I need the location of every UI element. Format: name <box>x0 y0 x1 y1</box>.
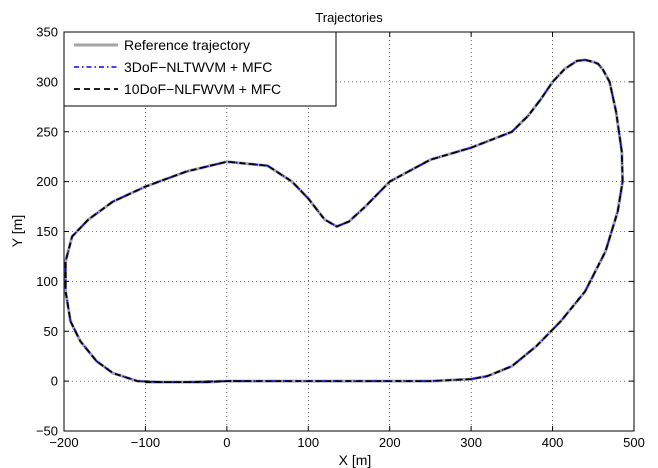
y-tick-label: 300 <box>36 74 58 89</box>
legend-label-1: Reference trajectory <box>124 37 250 53</box>
x-tick-label: 400 <box>542 435 564 450</box>
x-tick-label: −100 <box>131 435 160 450</box>
legend-label-2: 3DoF−NLTWVM + MFC <box>124 59 272 75</box>
x-axis-label: X [m] <box>339 452 372 468</box>
y-tick-label: 0 <box>51 374 58 389</box>
y-axis-label: Y [m] <box>9 215 25 247</box>
y-tick-label: 350 <box>36 25 58 40</box>
x-tick-label: 0 <box>223 435 230 450</box>
y-tick-label: 50 <box>44 324 58 339</box>
plot-series <box>64 58 625 384</box>
y-tick-label: 250 <box>36 124 58 139</box>
series-line-1 <box>64 58 625 384</box>
y-tick-label: 150 <box>36 224 58 239</box>
x-tick-label: 300 <box>460 435 482 450</box>
y-tick-label: 100 <box>36 274 58 289</box>
legend-label-3: 10DoF−NLFWVM + MFC <box>124 81 281 97</box>
y-tick-label: −50 <box>36 424 58 439</box>
series-line-3 <box>64 59 624 384</box>
series-line-2 <box>64 59 624 383</box>
x-tick-label: 500 <box>623 435 645 450</box>
y-tick-label: 200 <box>36 174 58 189</box>
legend: Reference trajectory 3DoF−NLTWVM + MFC 10D… <box>63 31 337 107</box>
chart-title: Trajectories <box>315 10 383 25</box>
axis-ticks: −200 −100 0 100 200 300 400 500 −50 0 50 100 150 200 2… <box>36 25 645 451</box>
x-tick-label: 100 <box>297 435 319 450</box>
x-tick-label: −200 <box>49 435 78 450</box>
x-tick-label: 200 <box>379 435 401 450</box>
